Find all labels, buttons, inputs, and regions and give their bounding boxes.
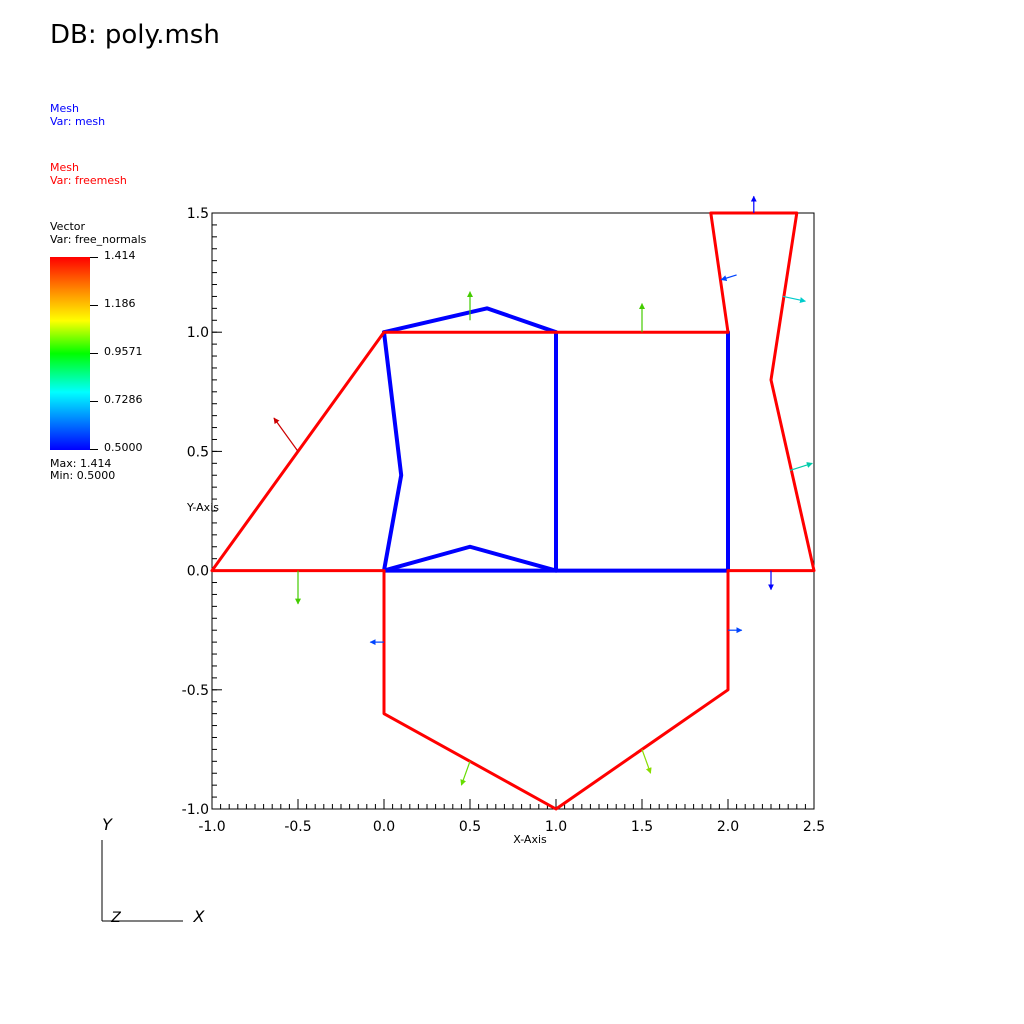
legend-freemesh-var: Var: freemesh [50, 174, 127, 187]
legend-freemesh: Mesh Var: freemesh [50, 161, 127, 187]
normal-vector-arrow [641, 749, 652, 774]
mesh-edge [382, 330, 404, 573]
triad-z-label: Z [110, 910, 121, 926]
x-tick-label: 1.0 [545, 819, 567, 835]
colorbar-label: 0.5000 [104, 441, 143, 454]
axis-triad: Y Z X [101, 815, 206, 926]
normal-vector-arrow [789, 462, 813, 472]
y-tick-label: 0.0 [187, 564, 209, 580]
vector-min: Min: 0.5000 [50, 469, 116, 482]
legend-vector-var: Var: free_normals [50, 233, 147, 246]
free-mesh-edge [210, 211, 816, 811]
y-tick-label: -1.0 [182, 802, 209, 818]
normal-vectors [273, 195, 813, 786]
mesh-edge [382, 306, 558, 335]
y-tick-label: -0.5 [182, 683, 209, 699]
y-tick-label: 0.5 [187, 444, 209, 460]
x-tick-label: -0.5 [284, 819, 311, 835]
legend-freemesh-type: Mesh [50, 161, 79, 174]
triad-y-label: Y [102, 815, 113, 834]
vector-max: Max: 1.414 [50, 457, 112, 470]
vector-range: Max: 1.414 Min: 0.5000 [50, 458, 115, 482]
x-tick-label: -1.0 [198, 819, 225, 835]
triad-x-label: X [193, 907, 206, 926]
mesh-lines [210, 211, 816, 811]
x-axis-label: X-Axis [513, 833, 547, 846]
y-axis-label: Y-Axis [186, 501, 219, 514]
x-tick-label: 0.0 [373, 819, 395, 835]
colorbar-tick [90, 449, 98, 450]
color-bar [50, 257, 90, 450]
axis-ticks: -1.0 -0.5 0.0 0.5 1.0 1.5 2.0 2.5 -1.0 -0.5 0.0 0.5… [182, 206, 825, 835]
y-tick-label: 1.0 [187, 325, 209, 341]
colorbar-tick [90, 257, 98, 258]
legend-mesh: Mesh Var: mesh [50, 102, 105, 128]
normal-vector-arrow [782, 295, 806, 304]
database-title: DB: poly.msh [50, 20, 220, 50]
legend-mesh-var: Var: mesh [50, 115, 106, 128]
colorbar-tick [90, 353, 98, 354]
normal-vector-arrow [720, 274, 737, 282]
colorbar-label: 0.9571 [104, 345, 143, 358]
x-tick-label: 2.5 [803, 819, 825, 835]
mesh-edge [382, 544, 558, 573]
colorbar-label: 1.186 [104, 297, 136, 310]
colorbar-label: 1.414 [104, 249, 136, 262]
legend-vector: Vector Var: free_normals [50, 220, 146, 246]
x-tick-label: 2.0 [717, 819, 739, 835]
x-tick-label: 0.5 [459, 819, 481, 835]
legend-mesh-type: Mesh [50, 102, 79, 115]
x-tick-label: 1.5 [631, 819, 653, 835]
legend-vector-type: Vector [50, 220, 86, 233]
colorbar-label: 0.7286 [104, 393, 143, 406]
colorbar-tick [90, 305, 98, 306]
normal-vector-arrow [273, 417, 299, 452]
y-tick-label: 1.5 [187, 206, 209, 222]
colorbar-tick [90, 401, 98, 402]
normal-vector-arrow [460, 761, 471, 786]
